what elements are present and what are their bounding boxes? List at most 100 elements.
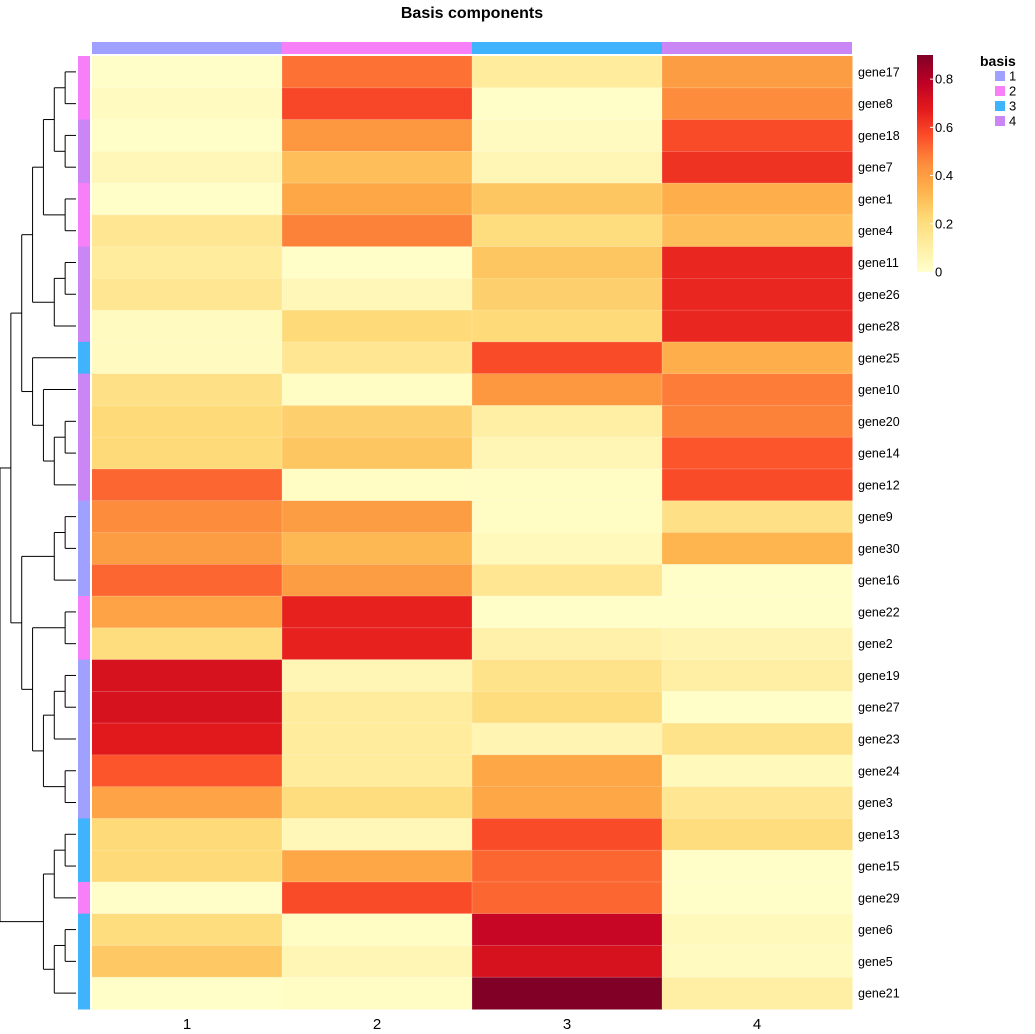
heatmap-cell <box>92 596 283 629</box>
heatmap-cell <box>282 373 473 406</box>
chart-title: Basis components <box>401 5 543 22</box>
row-basis-swatch <box>78 754 90 788</box>
heatmap-cell <box>92 341 283 375</box>
heatmap-cell <box>92 977 283 1010</box>
heatmap-cell <box>472 373 663 406</box>
row-label: gene13 <box>858 828 900 842</box>
heatmap-cell <box>472 310 663 343</box>
heatmap-cell <box>92 627 283 661</box>
heatmap-cell <box>472 945 663 978</box>
heatmap-cell <box>282 596 473 629</box>
row-label: gene15 <box>858 860 900 874</box>
heatmap-cell <box>282 818 473 851</box>
heatmap-cell <box>662 214 853 248</box>
heatmap-cell <box>282 214 473 248</box>
heatmap-cell <box>282 691 473 724</box>
heatmap-cell <box>662 246 853 279</box>
column-basis-annotation <box>92 42 852 54</box>
heatmap-cell <box>282 786 473 819</box>
heatmap-cell <box>472 437 663 470</box>
heatmap-cell <box>282 341 473 375</box>
column-basis-swatch <box>282 42 472 54</box>
heatmap-cell <box>472 183 663 216</box>
heatmap-cell <box>92 468 283 502</box>
column-label: 3 <box>563 1016 571 1033</box>
heatmap-cell <box>662 818 853 851</box>
basis-legend-label: 3 <box>1009 99 1016 114</box>
heatmap-cell <box>472 786 663 819</box>
heatmap-cell <box>662 754 853 788</box>
column-label: 2 <box>373 1016 381 1033</box>
heatmap-cell <box>282 246 473 279</box>
heatmap-cell <box>472 881 663 915</box>
heatmap-cell <box>92 913 283 946</box>
heatmap-cell <box>472 564 663 597</box>
column-labels: 1 2 3 4 <box>183 1016 761 1033</box>
heatmap-cell <box>92 405 283 438</box>
heatmap-cell <box>92 214 283 248</box>
basis-legend-swatch <box>995 101 1005 111</box>
heatmap-cell <box>662 691 853 724</box>
heatmap-cell <box>662 119 853 152</box>
basis-legend-label: 1 <box>1009 69 1016 84</box>
heatmap-cell <box>282 723 473 756</box>
heatmap-cell <box>472 818 663 851</box>
row-label: gene22 <box>858 605 900 619</box>
row-label: gene19 <box>858 669 900 683</box>
row-label: gene1 <box>858 192 893 206</box>
row-label: gene25 <box>858 351 900 365</box>
heatmap-cell <box>662 723 853 756</box>
heatmap-cell <box>92 437 283 470</box>
color-scale-tick-label: 0.8 <box>935 72 953 87</box>
heatmap-cell <box>282 119 473 152</box>
heatmap-cell <box>472 754 663 788</box>
heatmap-cell <box>472 723 663 756</box>
heatmap-cell <box>282 405 473 438</box>
heatmap-cell <box>92 945 283 978</box>
row-label: gene28 <box>858 320 900 334</box>
heatmap-cell <box>282 87 473 121</box>
heatmap-cell <box>662 373 853 406</box>
heatmap-cell <box>92 87 283 121</box>
heatmap-cell <box>662 405 853 438</box>
heatmap-cell <box>282 532 473 565</box>
row-label: gene14 <box>858 447 900 461</box>
basis-legend-label: 2 <box>1009 84 1016 99</box>
row-basis-swatch <box>78 214 90 248</box>
heatmap-cell <box>282 56 473 89</box>
heatmap-cell <box>92 278 283 311</box>
row-basis-swatch <box>78 596 90 629</box>
row-dendrogram <box>0 71 76 994</box>
heatmap-cell <box>92 183 283 216</box>
row-label: gene17 <box>858 65 900 79</box>
heatmap-cell <box>662 56 853 89</box>
row-label: gene11 <box>858 256 899 270</box>
heatmap-cell <box>472 850 663 883</box>
heatmap-cell <box>662 278 853 311</box>
row-basis-swatch <box>78 341 90 375</box>
row-basis-swatch <box>78 87 90 121</box>
row-basis-swatch <box>78 945 90 978</box>
column-basis-swatch <box>92 42 282 54</box>
column-label: 4 <box>753 1016 761 1033</box>
heatmap-cell <box>472 500 663 533</box>
row-label: gene20 <box>858 415 900 429</box>
heatmap-cell <box>472 659 663 692</box>
heatmap-cell <box>662 596 853 629</box>
color-scale-tick-label: 0.4 <box>935 168 953 183</box>
column-basis-swatch <box>472 42 662 54</box>
heatmap-cell <box>282 500 473 533</box>
row-basis-swatch <box>78 151 90 184</box>
row-basis-swatch <box>78 532 90 565</box>
heatmap-cell <box>92 119 283 152</box>
basis-legend-swatch <box>995 116 1005 126</box>
row-label: gene2 <box>858 637 893 651</box>
color-scale-bar <box>917 55 933 272</box>
heatmap-cell <box>662 786 853 819</box>
heatmap-cell <box>92 310 283 343</box>
heatmap-cell <box>282 627 473 661</box>
color-scale-tick-label: 0 <box>935 265 942 280</box>
heatmap-cell <box>472 627 663 661</box>
row-basis-swatch <box>78 850 90 883</box>
